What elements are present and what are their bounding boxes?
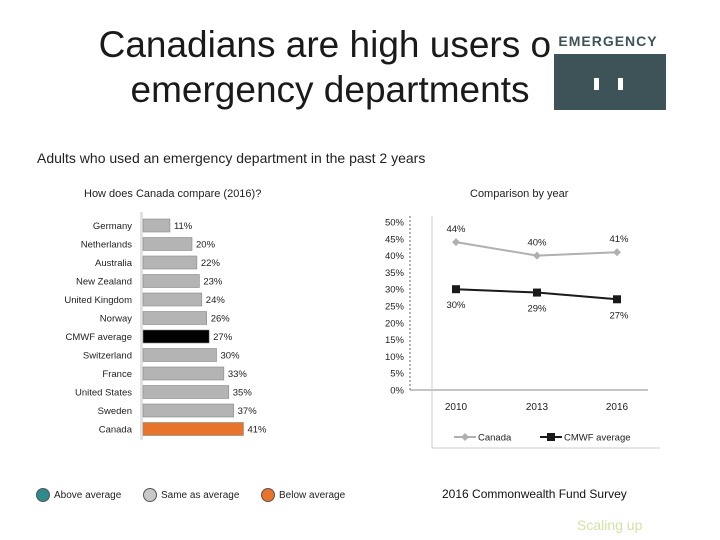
data-label: 41% — [609, 234, 629, 245]
legend-text: Below average — [279, 489, 346, 501]
bar-value-label: 30% — [221, 351, 241, 362]
series-point — [613, 295, 621, 304]
bar-value-label: 27% — [213, 332, 233, 343]
legend-swatch-marker — [461, 433, 469, 441]
y-tick-label: 0% — [390, 386, 404, 397]
title-line-1: Canadians are high users of — [98, 24, 562, 65]
series-point — [613, 248, 621, 257]
bar — [142, 329, 210, 344]
line-chart: 50% 45% 40% 35% 30% 25% 20% 15% 10% 5% 0% 2010 2013 2… — [385, 216, 660, 449]
x-tick-label: 2010 — [445, 402, 468, 413]
bar-value-label: 22% — [201, 258, 221, 269]
y-tick-label: 5% — [390, 369, 404, 380]
bar — [142, 348, 217, 362]
bar-category-label: New Zealand — [76, 277, 132, 288]
bar — [142, 366, 225, 381]
logo-block — [554, 54, 666, 110]
emergency-logo: EMERGENCY — [550, 28, 666, 110]
data-label: 40% — [527, 238, 547, 249]
series-point — [533, 288, 541, 297]
bar-value-label: 33% — [228, 369, 248, 380]
bar-value-label: 37% — [238, 406, 258, 417]
logo-door-left — [594, 78, 599, 90]
slide-subtitle: Adults who used an emergency department … — [37, 150, 426, 166]
bar-category-label: United Kingdom — [64, 295, 132, 306]
bar — [142, 237, 193, 251]
bar-category-label: United States — [75, 388, 132, 399]
bar-category-label: France — [102, 369, 132, 380]
data-label: 30% — [446, 300, 466, 311]
bar — [142, 422, 244, 436]
y-tick-label: 15% — [385, 335, 405, 346]
series-point — [452, 238, 460, 247]
data-label: 44% — [446, 224, 466, 235]
bar-value-label: 35% — [233, 388, 253, 399]
legend-text: Same as average — [161, 489, 240, 501]
x-tick-label: 2016 — [606, 402, 629, 413]
legend-dot — [36, 488, 50, 502]
bar — [142, 292, 203, 307]
bar-category-label: Netherlands — [81, 240, 132, 251]
bar-chart-title: How does Canada compare (2016)? — [84, 188, 261, 200]
bar — [142, 218, 171, 233]
y-tick-label: 30% — [385, 285, 405, 296]
y-tick-label: 10% — [385, 352, 405, 363]
line-chart-title: Comparison by year — [470, 188, 569, 200]
y-tick-label: 40% — [385, 251, 405, 262]
footer-text: Scaling up — [577, 517, 643, 533]
logo-door-right — [618, 78, 623, 90]
series-point — [452, 285, 460, 294]
legend-item: Same as average — [143, 488, 239, 502]
bar — [142, 274, 200, 288]
y-tick-label: 20% — [385, 318, 405, 329]
y-tick-label: 50% — [385, 218, 405, 229]
data-label: 27% — [609, 310, 629, 321]
bar-axis-band — [140, 212, 143, 440]
bar — [142, 403, 234, 418]
legend-swatch-marker — [547, 433, 555, 441]
y-tick-label: 45% — [385, 234, 405, 245]
legend-dot — [261, 488, 275, 502]
bar-value-label: 41% — [247, 425, 267, 436]
legend-item: Below average — [261, 488, 345, 502]
y-tick-label: 25% — [385, 302, 405, 313]
bar-category-label: Australia — [95, 258, 133, 269]
bar-value-label: 20% — [196, 240, 216, 251]
legend-dot — [143, 488, 157, 502]
bar-category-label: Switzerland — [83, 351, 132, 362]
bar — [142, 255, 198, 270]
slide-title: Canadians are high users of emergency de… — [60, 22, 600, 112]
bar-value-label: 24% — [206, 295, 226, 306]
bar-category-label: Norway — [100, 314, 132, 325]
x-tick-label: 2013 — [526, 402, 549, 413]
source-note: 2016 Commonwealth Fund Survey — [442, 487, 627, 501]
logo-text: EMERGENCY — [550, 28, 666, 54]
bar-category-label: Sweden — [98, 406, 132, 417]
y-tick-label: 35% — [385, 268, 405, 279]
legend-text: Above average — [54, 489, 122, 501]
bar — [142, 311, 208, 325]
legend-item: Above average — [36, 488, 121, 502]
bar — [142, 385, 230, 399]
bar-chart: Germany 11% Netherlands 20% Australia 22% New … — [64, 212, 267, 440]
legend-label: Canada — [478, 433, 512, 444]
title-line-2: emergency departments — [130, 69, 530, 110]
bar-value-label: 23% — [203, 277, 223, 288]
series-point — [533, 251, 541, 260]
legend-label: CMWF average — [564, 433, 631, 444]
bar-category-label: Germany — [93, 221, 132, 232]
bar-value-label: 11% — [174, 221, 193, 232]
data-label: 29% — [527, 304, 547, 315]
bar-value-label: 26% — [211, 314, 231, 325]
bar-category-label: Canada — [99, 425, 133, 436]
bar-category-label: CMWF average — [65, 332, 132, 343]
